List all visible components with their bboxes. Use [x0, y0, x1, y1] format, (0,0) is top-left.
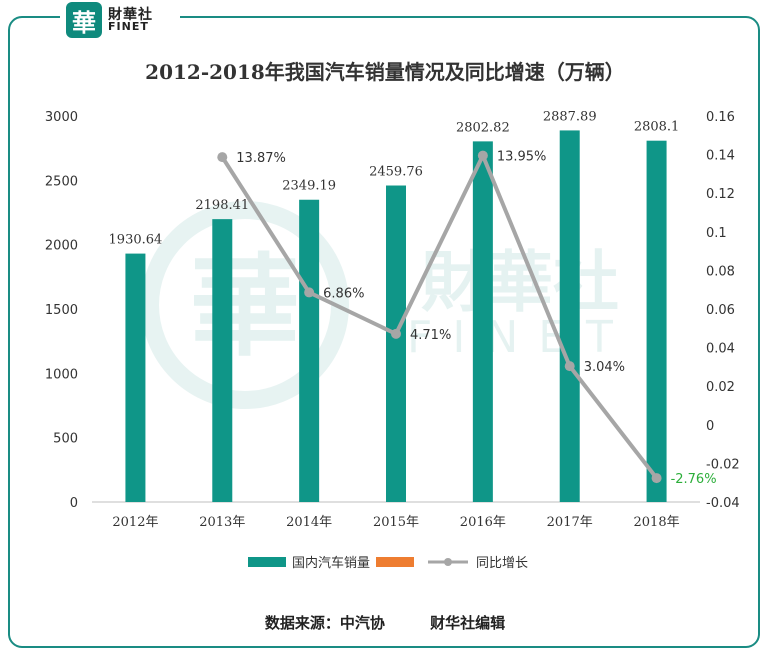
y-right-tick-label: 0.14 [706, 149, 735, 164]
data-labels: 1930.64 2198.41 2349.19 2459.76 2802.82 2887.… [109, 109, 717, 487]
y-right-tick-label: -0.02 [706, 457, 740, 472]
bar-data-label: 2349.19 [282, 179, 336, 194]
y-right-tick-label: 0.08 [706, 264, 735, 279]
bar-data-label: 2887.89 [543, 109, 597, 124]
y-right-tick-label: 0.04 [706, 342, 735, 357]
bar-data-label: 2802.82 [456, 120, 510, 135]
chart-axes: 0 500 1000 1500 2000 2500 3000 -0.04 -0.02 0 0.02 0… [45, 110, 740, 530]
chart-frame [8, 16, 760, 648]
growth-point [477, 150, 488, 161]
bar [299, 199, 320, 502]
growth-data-label: 6.86% [323, 286, 364, 301]
legend-item-orange [376, 556, 420, 567]
y-left-tick-label: 2000 [45, 239, 78, 254]
y-left-tick-label: 500 [53, 432, 78, 447]
y-right-tick-label: 0.02 [706, 380, 735, 395]
y-right-tick-label: 0.16 [706, 110, 735, 125]
growth-point [651, 473, 662, 484]
brand-name-en: FINET [108, 20, 149, 33]
y-left-tick-label: 3000 [45, 110, 78, 125]
x-tick-label: 2014年 [286, 515, 332, 530]
data-source: 数据来源：中汽协 [264, 614, 385, 632]
y-right-tick-label: 0.06 [706, 303, 735, 318]
x-tick-label: 2013年 [199, 515, 245, 530]
chart-legend: 国内汽车销量 同比增长 [248, 552, 534, 571]
growth-data-label: 3.04% [584, 360, 625, 375]
growth-point [304, 287, 315, 298]
y-left-tick-label: 0 [70, 496, 78, 511]
legend-swatch-sales [248, 556, 286, 567]
growth-line [220, 153, 659, 480]
editor-credit: 财华社编辑 [430, 614, 506, 632]
bar-data-label: 2808.1 [634, 120, 680, 135]
bar [646, 140, 667, 502]
bar [386, 185, 406, 503]
watermark-name-cn: 財華社 [421, 244, 619, 321]
bar [212, 219, 233, 502]
x-tick-label: 2016年 [460, 515, 506, 530]
chart-title: 2012-2018年我国汽车销量情况及同比增速（万辆） [145, 60, 625, 84]
y-right-tick-label: 0 [706, 419, 714, 434]
legend-label-growth: 同比增长 [476, 556, 529, 571]
y-right-tick-label: -0.04 [706, 496, 740, 511]
brand-name-cn: 財華社 [108, 7, 153, 23]
bar-data-label: 2459.76 [369, 165, 423, 180]
x-tick-label: 2012年 [112, 515, 158, 530]
bar-data-label: 2198.41 [195, 198, 249, 213]
watermark-seal-char: 華 [190, 242, 300, 371]
bar [559, 130, 580, 503]
growth-data-label: 13.95% [497, 150, 547, 165]
bar-series [125, 130, 667, 503]
y-left-tick-label: 1000 [45, 367, 78, 382]
bar-data-label: 1930.64 [109, 233, 163, 248]
footer: 数据来源：中汽协 财华社编辑 [0, 612, 770, 633]
legend-item-sales: 国内汽车销量 [248, 552, 370, 571]
line-series [217, 150, 662, 484]
brand-seal-logo: 華 [66, 2, 102, 38]
x-tick-label: 2018年 [634, 515, 680, 530]
growth-data-label: 13.87% [236, 151, 286, 166]
bar [125, 253, 146, 502]
x-tick-label: 2015年 [373, 515, 419, 530]
bar [472, 141, 493, 503]
legend-swatch-growth [428, 557, 469, 566]
y-left-tick-label: 1500 [45, 303, 78, 318]
y-right-tick-label: 0.1 [706, 226, 727, 241]
growth-data-label: -2.76% [671, 472, 717, 487]
legend-label-sales: 国内汽车销量 [292, 556, 371, 571]
legend-item-growth: 同比增长 [426, 552, 528, 571]
legend-swatch-orange [376, 556, 415, 567]
y-left-tick-label: 2500 [45, 174, 78, 189]
x-tick-label: 2017年 [547, 515, 593, 530]
growth-data-label: 4.71% [410, 328, 451, 343]
growth-point [564, 361, 575, 372]
y-right-tick-label: 0.12 [706, 187, 735, 202]
growth-point [217, 152, 228, 163]
growth-point [391, 328, 401, 339]
